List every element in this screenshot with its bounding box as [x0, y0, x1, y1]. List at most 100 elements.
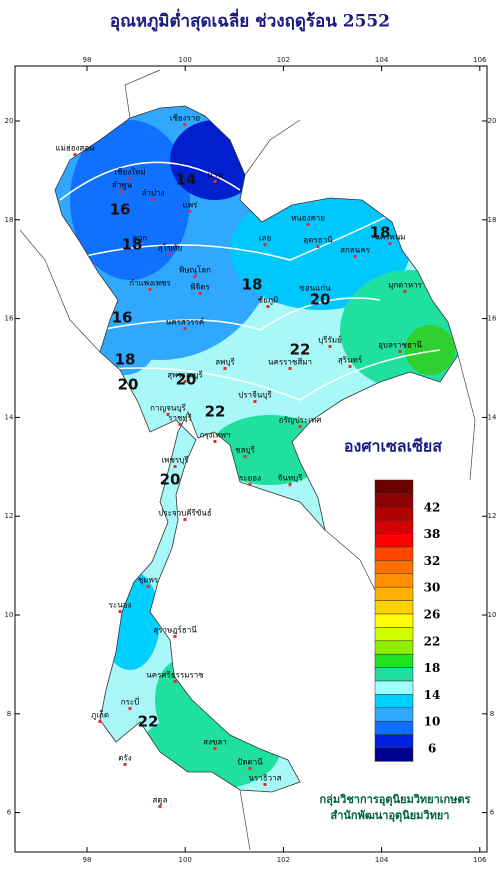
- contour-label: 18: [122, 236, 143, 254]
- contour-label: 22: [205, 403, 226, 421]
- lon-tick-label: 100: [179, 56, 192, 64]
- lat-tick-label: 12: [5, 512, 14, 520]
- station-marker: [248, 767, 252, 770]
- contour-label: 20: [118, 376, 139, 394]
- place-name: นครสวรรค์: [166, 317, 204, 327]
- place-name: นครศรีธรรมราช: [146, 671, 204, 680]
- place-name: พิจิตร: [190, 283, 210, 292]
- station-marker: [288, 367, 292, 370]
- title: อุณหภูมิต่ำสุดเฉลี่ย ช่วงฤดูร้อน 2552: [110, 9, 390, 33]
- contour-label: 20: [176, 371, 197, 389]
- legend-swatch: [374, 653, 414, 668]
- contour-label: 18: [370, 224, 391, 242]
- legend-label: 32: [424, 554, 441, 568]
- legend-swatch: [374, 493, 414, 508]
- legend-swatch: [374, 707, 414, 722]
- neighbor-borders: [19, 69, 476, 851]
- station-marker: [151, 198, 155, 201]
- place-name: หนองคาย: [291, 214, 325, 223]
- legend-swatch: [374, 519, 414, 534]
- legend-swatch: [374, 586, 414, 601]
- legend-label: 6: [428, 742, 436, 756]
- legend-label: 30: [424, 581, 441, 595]
- station-marker: [146, 585, 150, 588]
- station-marker: [168, 253, 172, 256]
- contour-label: 20: [310, 291, 331, 309]
- lon-tick-label: 98: [83, 856, 92, 864]
- station-marker: [158, 805, 162, 808]
- legend-label: 38: [424, 527, 441, 541]
- legend-swatch: [374, 479, 414, 494]
- legend-label: 14: [424, 688, 441, 702]
- station-marker: [123, 763, 127, 766]
- place-name: สตูล: [153, 796, 168, 806]
- station-marker: [253, 400, 257, 403]
- place-name: ชุมพร: [138, 576, 159, 585]
- station-marker: [316, 245, 320, 248]
- lat-tick-label: 20: [488, 117, 497, 125]
- station-marker: [73, 153, 77, 156]
- legend-swatch: [374, 680, 414, 695]
- place-name: ตาก: [133, 234, 148, 243]
- place-name: เพชรบุรี: [161, 456, 189, 465]
- legend-swatch: [374, 573, 414, 588]
- station-marker: [398, 350, 402, 353]
- station-marker: [263, 243, 267, 246]
- place-name: ลำพูน: [112, 181, 133, 191]
- station-marker: [128, 177, 132, 180]
- contour-label: 18: [242, 276, 263, 294]
- station-marker: [188, 210, 192, 213]
- place-name: ประจวบคีรีขันธ์: [158, 508, 212, 518]
- place-name: ตรัง: [118, 754, 131, 763]
- legend-label: 22: [424, 634, 441, 648]
- legend-swatch: [374, 506, 414, 521]
- lat-tick-label: 8: [7, 710, 11, 718]
- place-name: นครพนม: [374, 233, 405, 242]
- legend-label: 10: [424, 715, 441, 729]
- lat-tick-label: 6: [490, 809, 495, 817]
- contour-label: 14: [176, 171, 197, 189]
- place-name: กาญจนบุรี: [150, 404, 186, 413]
- station-marker: [306, 223, 310, 226]
- place-name: ปัตตานี: [237, 758, 263, 767]
- station-marker: [198, 292, 202, 295]
- station-marker: [183, 380, 187, 383]
- footer-line: กลุ่มวิชาการอุตุนิยมวิทยาเกษตร: [320, 793, 471, 807]
- legend-swatch: [374, 546, 414, 561]
- station-marker: [193, 275, 197, 278]
- place-name: ลพบุรี: [215, 358, 235, 367]
- place-name: กรุงเทพฯ: [200, 431, 231, 440]
- station-marker: [388, 242, 392, 245]
- lat-tick-label: 8: [490, 710, 494, 718]
- footer-line: สำนักพัฒนาอุตุนิยมวิทยา: [331, 809, 450, 823]
- lat-tick-label: 18: [488, 216, 497, 224]
- place-name: พิษณุโลก: [179, 265, 211, 275]
- legend-swatch: [374, 533, 414, 548]
- lon-tick-label: 100: [179, 856, 192, 864]
- lat-tick-label: 14: [488, 413, 497, 421]
- station-marker: [120, 190, 124, 193]
- station-marker: [183, 518, 187, 521]
- contour-lines: [59, 161, 441, 401]
- place-name: เชียงใหม่: [114, 168, 145, 177]
- contour-label: 16: [110, 201, 131, 219]
- lon-tick-label: 104: [375, 856, 389, 864]
- place-name: แพร่: [183, 201, 198, 210]
- place-name: สุรินทร์: [338, 355, 363, 365]
- place-name: เชียงราย: [170, 114, 200, 123]
- station-marker: [166, 413, 170, 416]
- legend-swatch: [374, 734, 414, 749]
- contour-label: 22: [138, 713, 159, 731]
- place-name: สุโขทัย: [158, 243, 183, 253]
- legend-swatch: [374, 720, 414, 735]
- legend-swatch: [374, 627, 414, 642]
- place-name: บุรีรัมย์: [318, 335, 342, 345]
- place-name: ชัยภูมิ: [258, 296, 279, 306]
- station-marker: [403, 290, 407, 293]
- legend-swatch: [374, 667, 414, 682]
- place-name: สุพรรณบุรี: [167, 371, 203, 380]
- legend-swatch: [374, 600, 414, 615]
- station-marker: [213, 440, 217, 443]
